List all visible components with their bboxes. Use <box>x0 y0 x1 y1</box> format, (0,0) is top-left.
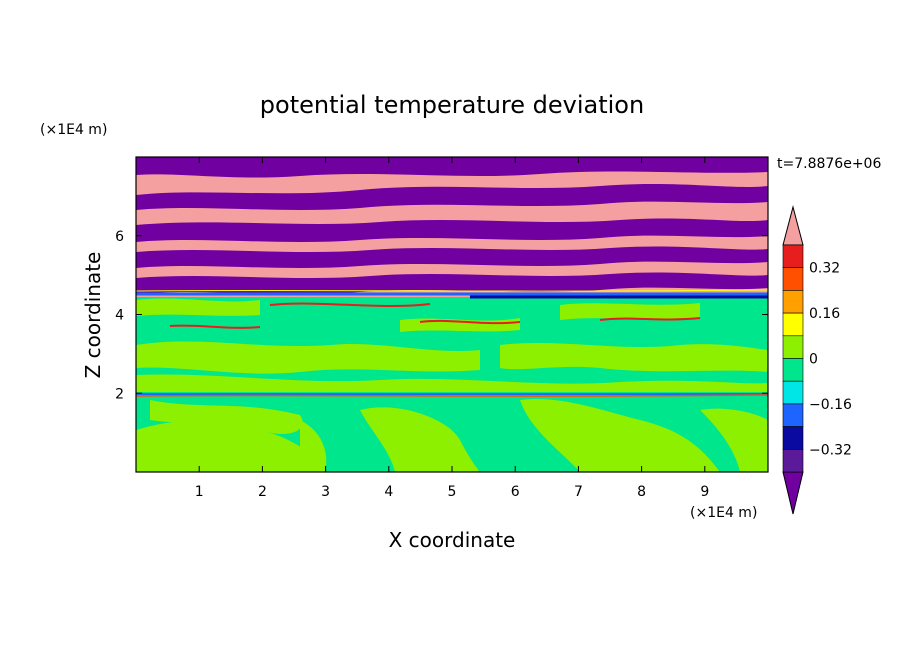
x-tick-label: 4 <box>384 484 393 500</box>
colorbar-tick-label: 0.32 <box>809 261 840 277</box>
x-axis: 1 2 3 4 5 6 7 8 9 <box>195 157 709 500</box>
boundary-warm-low <box>136 394 768 397</box>
colorbar-swatch <box>782 380 804 405</box>
middle-layer <box>136 298 768 392</box>
x-tick-label: 5 <box>448 484 457 500</box>
x-tick-label: 9 <box>700 484 709 500</box>
colorbar-over-arrow <box>782 205 804 246</box>
time-label: t=7.8876e+06 <box>777 156 881 172</box>
colorbar-tick-label: −0.16 <box>809 397 852 413</box>
boundary-yellow <box>136 289 768 292</box>
colorbar-swatch <box>782 244 804 269</box>
colorbar-swatch <box>782 290 804 314</box>
colorbar-tick-label: −0.32 <box>809 442 852 458</box>
colorbar-swatch <box>782 448 804 473</box>
x-axis-label: X coordinate <box>389 528 516 552</box>
y-tick-label: 4 <box>115 308 124 324</box>
contour-field <box>136 157 768 472</box>
y-axis-label: Z coordinate <box>81 252 105 379</box>
colorbar-tick-label: 0 <box>809 352 818 368</box>
colorbar-swatch <box>782 358 804 382</box>
x-tick-label: 3 <box>321 484 330 500</box>
colorbar: 0.32 0.16 0 −0.16 −0.32 <box>782 205 852 515</box>
chart-title: potential temperature deviation <box>260 91 644 119</box>
x-tick-label: 7 <box>574 484 583 500</box>
colorbar-under-arrow <box>782 471 804 515</box>
colorbar-swatch <box>782 312 804 337</box>
warm-streaks <box>169 302 701 329</box>
colorbar-swatch <box>782 426 804 450</box>
upper-purple-bands <box>136 157 768 294</box>
x-tick-label: 6 <box>511 484 520 500</box>
x-tick-label: 8 <box>637 484 646 500</box>
colorbar-swatch <box>782 267 804 291</box>
lower-layer <box>136 399 768 472</box>
colorbar-swatch <box>782 403 804 427</box>
y-tick-label: 6 <box>115 229 124 245</box>
colorbar-tick-label: 0.16 <box>809 306 840 322</box>
y-axis: 2 4 6 <box>115 229 768 402</box>
x-tick-label: 2 <box>258 484 267 500</box>
x-tick-label: 1 <box>195 484 204 500</box>
y-tick-label: 2 <box>115 386 124 402</box>
x-unit-label: (×1E4 m) <box>690 505 757 521</box>
colorbar-swatch <box>782 335 804 359</box>
y-unit-label: (×1E4 m) <box>40 122 107 138</box>
